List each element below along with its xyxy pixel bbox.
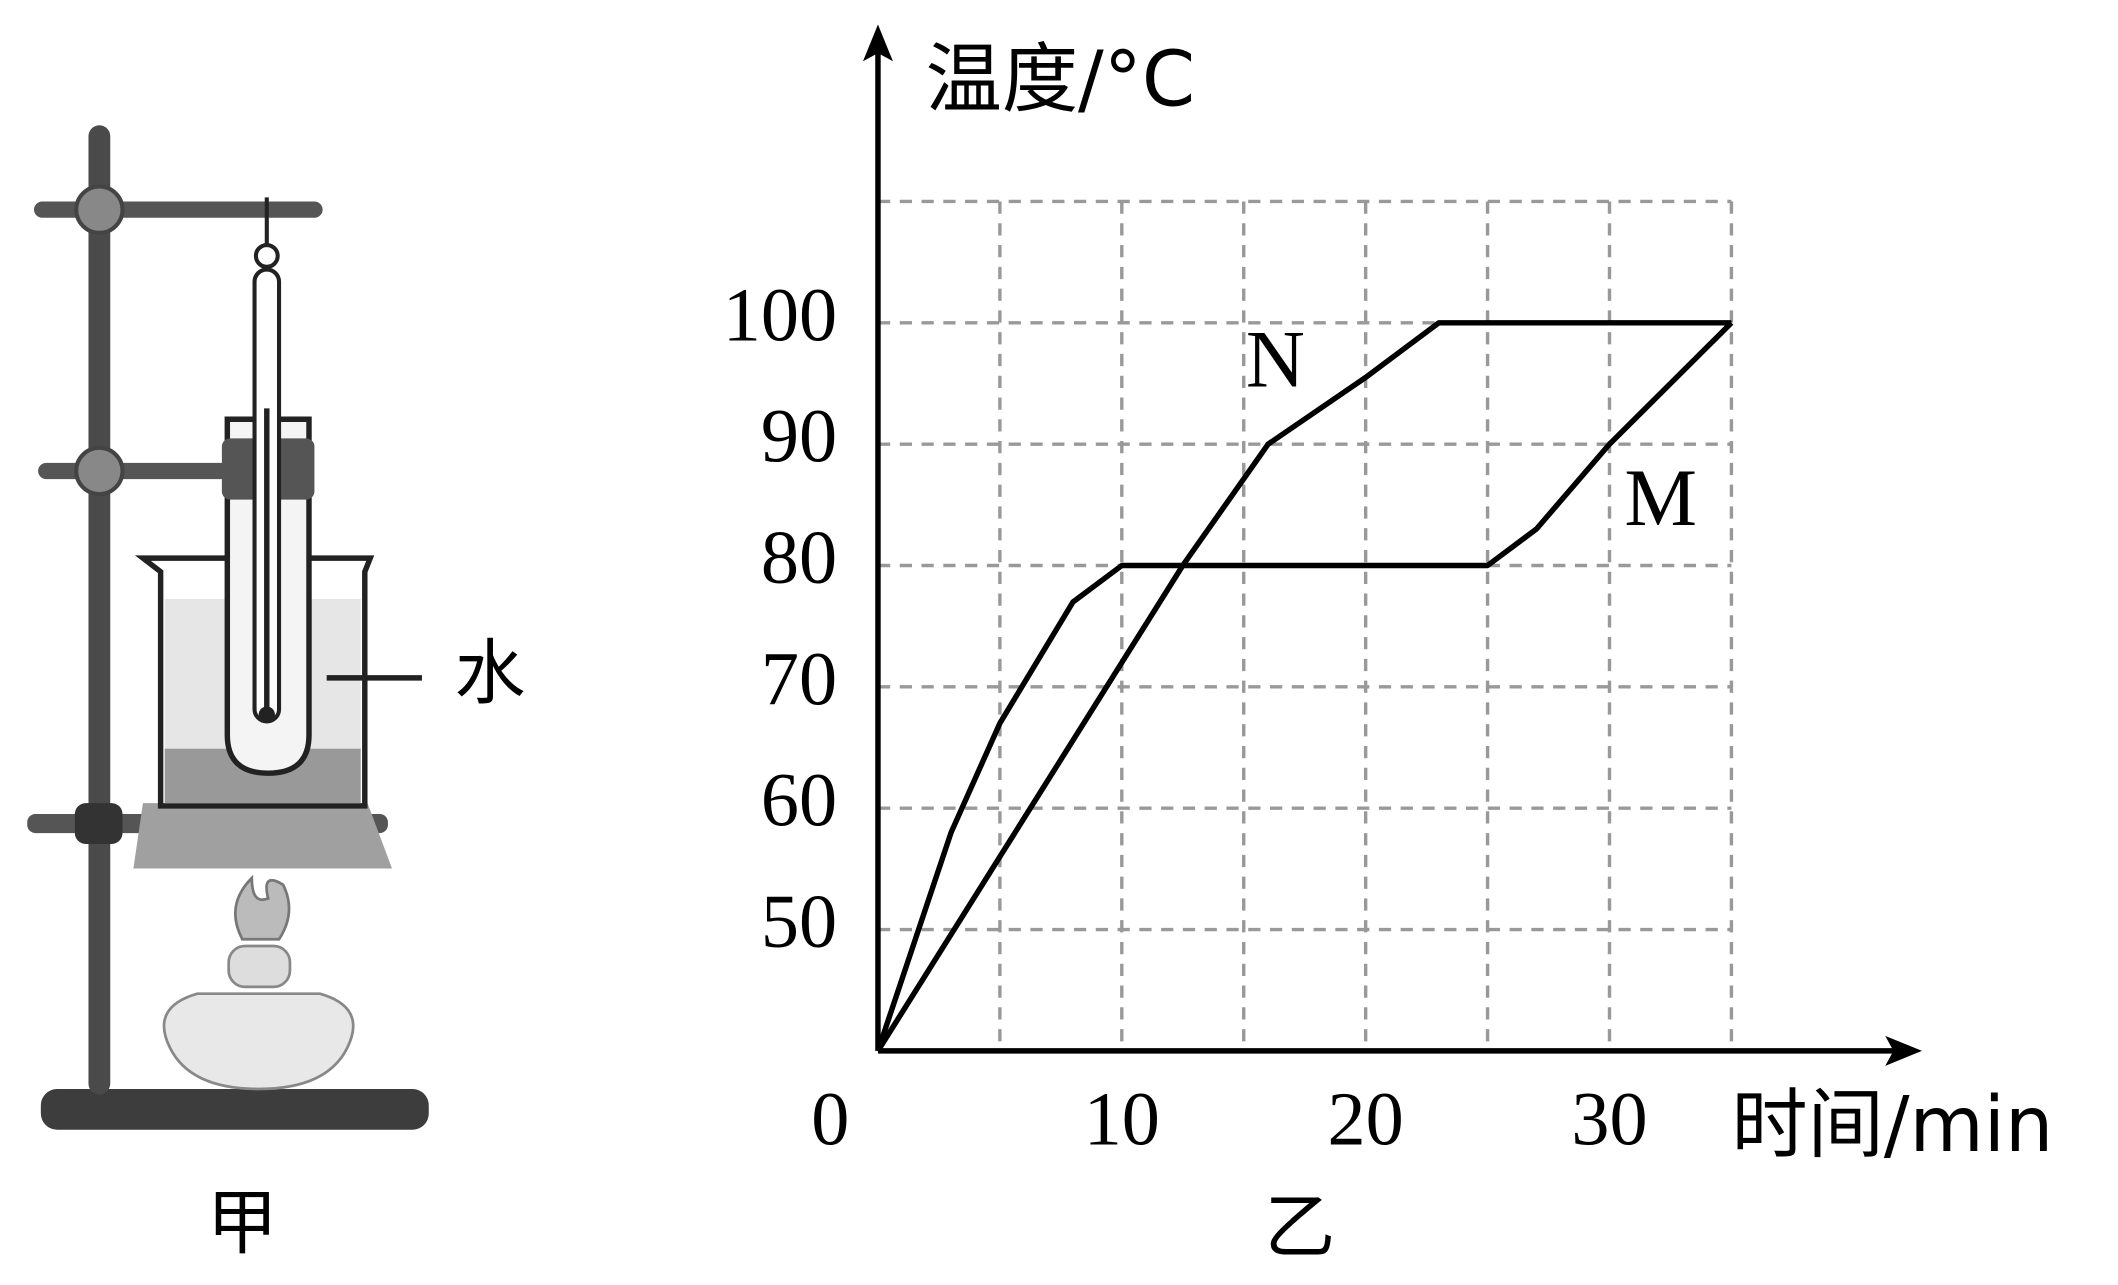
lamp-neck [227, 944, 292, 989]
x-axis-arrow [1885, 1035, 1922, 1066]
clamp-knob [74, 184, 125, 235]
x-tick-label: 0 [811, 1078, 849, 1162]
gauze [133, 803, 393, 869]
line-series [875, 320, 1734, 1052]
x-tick-label: 20 [1328, 1078, 1404, 1162]
ring-clamp [74, 803, 123, 844]
y-tick-label: 100 [723, 273, 837, 357]
y-axis-label: 温度/°C [926, 34, 1195, 123]
hook [253, 242, 280, 269]
line-series [875, 320, 1732, 1053]
y-tick-label: 80 [761, 516, 837, 600]
y-tick-label: 90 [761, 395, 837, 479]
apparatus-label: 甲 [207, 1181, 278, 1264]
stand-base [40, 1088, 429, 1130]
stand-rod [88, 125, 111, 1095]
y-tick-label: 60 [761, 759, 837, 843]
series-label: N [1246, 313, 1305, 404]
bulb [258, 706, 275, 723]
x-tick-label: 30 [1571, 1078, 1647, 1162]
x-axis-label: 时间/min [1731, 1080, 2053, 1169]
y-tick-label: 70 [761, 637, 837, 721]
alcohol-lamp [162, 992, 355, 1091]
y-axis-arrow [862, 24, 893, 62]
apparatus: 水 甲 [27, 125, 525, 1264]
plot: 50 60 70 80 90 100 0 10 20 30 N M [723, 24, 1922, 1162]
clamp-knob [74, 445, 125, 497]
x-tick-label: 10 [1084, 1078, 1160, 1162]
water-label: 水 [455, 631, 526, 714]
graph-label: 乙 [1265, 1185, 1336, 1268]
series-label: M [1624, 452, 1697, 543]
flame [234, 874, 291, 941]
y-tick-label: 50 [761, 880, 837, 964]
